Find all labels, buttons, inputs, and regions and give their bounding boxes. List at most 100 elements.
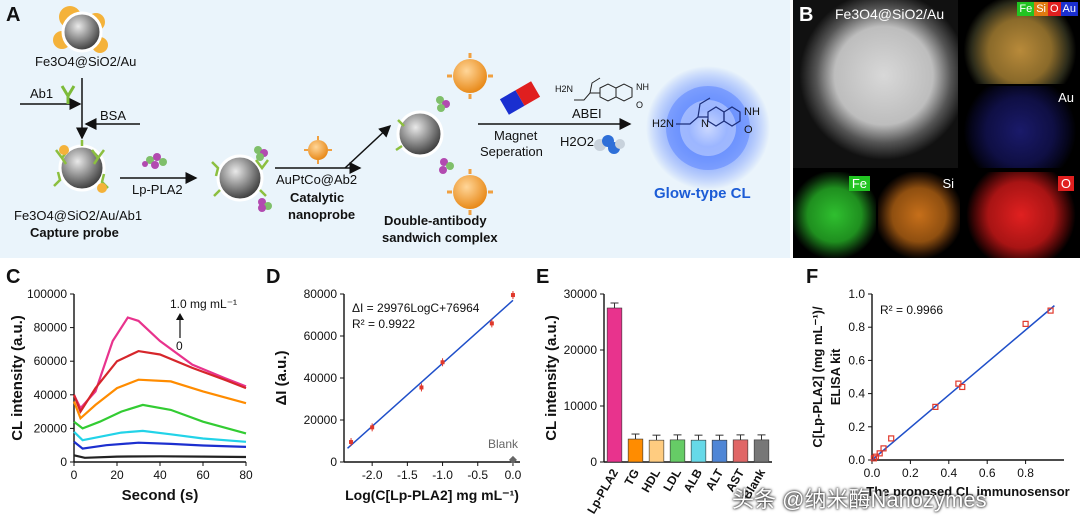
chem-h2n-glow: H2N [652,118,675,130]
panel-c-label: C [6,266,21,288]
chart-d: 0 20000 40000 60000 80000 -2.0 -1.5 -1.0 -0.5 0.0… [273,287,522,503]
category-label-5: ALT [703,466,727,493]
h2o2-label: H2O2 [560,134,594,149]
haadf-title: Fe3O4@SiO2/Au [835,6,945,22]
annotation-top: 1.0 mg mL⁻¹ [170,297,237,311]
annotation-arrow-head [176,313,184,320]
x-tick-label: 0 [71,468,78,482]
bar-1 [627,438,644,463]
bsa-label: BSA [100,108,127,123]
panel-a-label: A [6,4,21,26]
x-tick-label: -0.5 [467,468,488,482]
nanoprobe-label-1: Catalytic [290,190,345,205]
panel-e-label: E [536,266,550,288]
data-point-4 [888,435,895,442]
y-tick-label: 20000 [304,413,338,427]
data-point-0 [349,440,354,445]
chem-nh-glow: NH [744,106,760,118]
x-tick-label: 80 [239,468,253,482]
sandwich-complex [395,53,493,215]
map-si: Si [878,172,960,258]
y-tick-label: 40000 [304,371,338,385]
h2o2-molecule-icon [594,135,625,154]
tag-fe: Fe [1017,2,1035,16]
data-point-9 [1047,307,1054,314]
bar-7 [753,439,770,463]
tag-si: Si [1034,2,1048,16]
chart-f: 0.0 0.2 0.4 0.6 0.8 1.0 0.0 0.2 0.4 0.6 0.8 R² = 0.… [810,287,1070,499]
map-fe-label: Fe [848,176,870,191]
nanoprobe-formula: AuPtCo@Ab2 [276,172,358,187]
glow-sphere [646,66,770,190]
y-tick-label: 100000 [27,287,67,301]
y-axis-title: ΔI (a.u.) [273,351,290,406]
glow-type-label: Glow-type CL [654,185,751,202]
nanoprobe-label-2: nanoprobe [288,207,356,222]
y-tick-label: 0 [330,455,337,469]
aupt-nanoprobe-icon [304,136,332,164]
chem-o-small: O [636,100,644,110]
y-axis-title-2: ELISA kit [828,348,843,405]
series-line-3 [73,403,247,435]
panel-b: B Fe3O4@SiO2/Au Fe Si O Au Au Fe Si O [793,0,1080,258]
x-axis-title: Log(C[Lp-PLA2] mg mL⁻¹) [345,487,519,503]
series-line-2 [72,378,247,421]
series-line-1 [72,349,247,415]
panel-c: 0 20000 40000 60000 80000 100000 0 20 40 60 80 Seco… [0,262,260,526]
panel-d: 0 20000 40000 60000 80000 -2.0 -1.5 -1.0 -0.5 0.0… [262,262,532,526]
map-o: O [962,172,1080,258]
merge-tags: Fe Si O Au [1017,2,1078,16]
x-tick-label: -2.0 [362,468,383,482]
haadf-image: B Fe3O4@SiO2/Au [793,0,958,168]
y-tick-label: 80000 [34,321,68,335]
x-tick-label: 0.0 [864,466,881,480]
category-label-1: TG [622,467,642,488]
bar-6 [732,439,749,463]
y-tick-label: 10000 [564,399,598,413]
magnet-icon [499,81,541,115]
series-line-6 [73,454,247,459]
y-tick-label: 20000 [34,421,68,435]
antibody-icon [60,85,76,104]
chem-h2n-small: H2N [555,84,574,94]
y-tick-label: 0 [590,455,597,469]
y-axis-title: CL intensity (a.u.) [9,315,26,441]
r2-label: R² = 0.9966 [880,303,943,317]
y-tick-label: 80000 [304,287,338,301]
panel-f: 0.0 0.2 0.4 0.6 0.8 1.0 0.0 0.2 0.4 0.6 0.8 R² = 0.… [802,262,1080,526]
fit-line [347,299,514,449]
y-tick-label: 20000 [564,343,598,357]
data-point-5 [510,293,515,298]
watermark: 头条 @纳米酶Nanozymes [732,487,987,512]
data-point-5 [932,403,939,410]
y-tick-label: 40000 [34,388,68,402]
data-point-1 [370,425,375,430]
equation-label: ΔI = 29976LogC+76964 [352,301,480,315]
category-label-2: HDL [639,467,663,495]
data-point-3 [440,360,445,365]
category-label-3: LDL [660,467,684,494]
y-tick-label: 0.2 [848,420,865,434]
y-tick-label: 0.8 [848,320,865,334]
blank-label: Blank [488,437,519,451]
chem-o-glow: O [744,124,753,136]
abei-label: ABEI [572,106,602,121]
x-tick-label: 40 [153,468,167,482]
data-point-8 [1022,320,1029,327]
bar-5 [711,439,728,463]
map-o-label: O [1057,176,1074,191]
sandwich-label-2: sandwich complex [382,230,498,245]
magnet-label-2: Seperation [480,144,543,159]
y-tick-label: 30000 [564,287,598,301]
category-label-0: Lp-PLA2 [584,466,621,516]
map-si-label: Si [942,176,954,191]
bar-2 [648,439,665,463]
capture-probe-particle [53,140,109,193]
bar-3 [669,439,686,463]
tag-o: O [1047,2,1061,16]
r2-label: R² = 0.9922 [352,317,415,331]
fit-line [871,305,1055,461]
data-point-2 [876,450,883,457]
data-point-1 [872,453,879,460]
